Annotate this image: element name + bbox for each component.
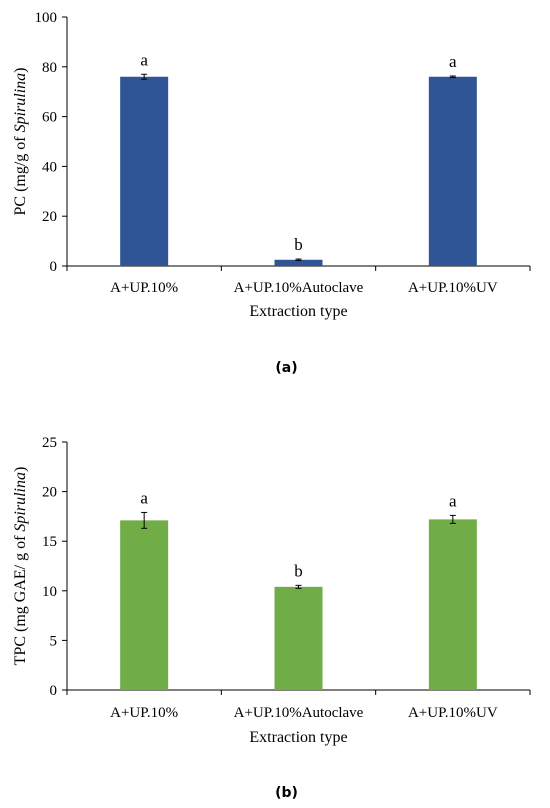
panel-b-y-axis-title: TPC (mg GAE/ g of Spirulina): [12, 467, 29, 666]
panel-b-y-tick-label: 20: [42, 485, 57, 501]
panel-a-bar: [120, 76, 169, 266]
panel-b-significance-label: b: [294, 561, 303, 580]
panel-b-x-tick-label: A+UP.10%UV: [408, 705, 498, 721]
panel-b-bar: [120, 520, 169, 690]
panel-b-y-tick-label: 0: [50, 683, 58, 699]
panel-b-x-axis-title: Extraction type: [249, 729, 347, 746]
panel-b-y-tick-label: 10: [42, 584, 57, 600]
panel-a-significance-label: a: [449, 52, 457, 71]
panel-b-y-tick-label: 25: [42, 435, 57, 451]
panel-a-significance-label: b: [294, 235, 303, 254]
panel-a-y-axis-title: PC (mg/g of Spirulina): [12, 67, 29, 215]
panel-b-bar: [428, 519, 477, 690]
panel-b-x-tick-label: A+UP.10%Autoclave: [234, 705, 364, 721]
panel-a-bar: [274, 259, 323, 266]
panel-a-x-tick-label: A+UP.10%Autoclave: [234, 280, 364, 296]
panel-a-y-tick-label: 40: [42, 159, 57, 175]
panel-a-x-tick-label: A+UP.10%: [110, 280, 178, 296]
panel-a-y-tick-label: 0: [50, 259, 58, 275]
panel-b-significance-label: a: [140, 488, 148, 507]
panel-a-panel-label: (a): [275, 360, 297, 376]
panel-a-y-tick-label: 60: [42, 110, 57, 126]
panel-a-y-tick-label: 80: [42, 60, 57, 76]
panel-b-significance-label: a: [449, 491, 457, 510]
panel-a-y-tick-label: 100: [35, 10, 58, 26]
panel-a-x-axis-title: Extraction type: [249, 303, 347, 320]
panel-a-y-tick-label: 20: [42, 209, 57, 225]
panel-a-x-tick-label: A+UP.10%UV: [408, 280, 498, 296]
panel-b-panel-label: (b): [275, 785, 298, 801]
panel-a-significance-label: a: [140, 50, 148, 69]
panel-a-bar: [428, 76, 477, 266]
panel-b-bar: [274, 586, 323, 690]
panel-b-y-tick-label: 5: [50, 633, 58, 649]
panel-b-y-tick-label: 15: [42, 534, 57, 550]
panel-b-x-tick-label: A+UP.10%: [110, 705, 178, 721]
